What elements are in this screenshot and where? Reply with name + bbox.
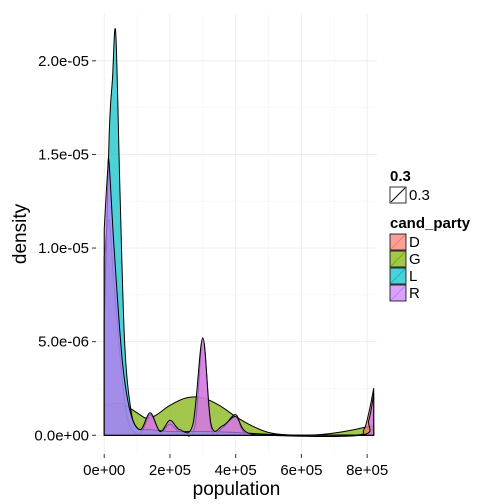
legend-title: cand_party	[390, 215, 471, 232]
legend-key-G	[389, 250, 407, 268]
y-axis: 0.0e+00 5.0e-06 1.0e-05 1.5e-05 2.0e-05	[34, 53, 96, 444]
y-tick-label: 1.5e-05	[38, 146, 89, 163]
legend-label-L: L	[409, 268, 417, 285]
x-tick-label: 4e+05	[215, 462, 257, 479]
legend-label-G: G	[409, 251, 421, 268]
density-area-R	[103, 157, 375, 438]
legend-swatch-slash	[390, 251, 406, 267]
legend-key-R	[389, 284, 407, 302]
legend-label-0.3: 0.3	[409, 187, 430, 204]
legend-swatch-slash	[390, 285, 406, 301]
x-tick-label: 2e+05	[149, 462, 191, 479]
x-tick-label: 8e+05	[346, 462, 388, 479]
x-axis-title: population	[193, 479, 281, 500]
legend-key-D	[389, 233, 407, 251]
legend-label-D: D	[409, 234, 420, 251]
legend-title: 0.3	[390, 168, 411, 185]
y-tick-label: 5.0e-06	[38, 334, 89, 351]
grid	[96, 14, 377, 454]
legend-swatch-slash	[390, 234, 406, 250]
legend-key-slash	[390, 187, 406, 203]
x-axis: 0e+00 2e+05 4e+05 6e+05 8e+05	[83, 454, 388, 479]
density-area-D	[103, 219, 375, 437]
y-tick-label: 0.0e+00	[34, 427, 89, 444]
legend-key-0.3	[389, 186, 407, 204]
y-axis-title: density	[10, 203, 31, 264]
legend-swatch-slash	[390, 268, 406, 284]
legend-key-L	[389, 267, 407, 285]
y-tick-label: 2.0e-05	[38, 53, 89, 70]
x-tick-label: 6e+05	[280, 462, 322, 479]
legend-label-R: R	[409, 285, 420, 302]
y-tick-label: 1.0e-05	[38, 240, 89, 257]
density-areas	[103, 28, 375, 438]
density-area-L	[103, 28, 375, 436]
x-tick-label: 0e+00	[83, 462, 125, 479]
